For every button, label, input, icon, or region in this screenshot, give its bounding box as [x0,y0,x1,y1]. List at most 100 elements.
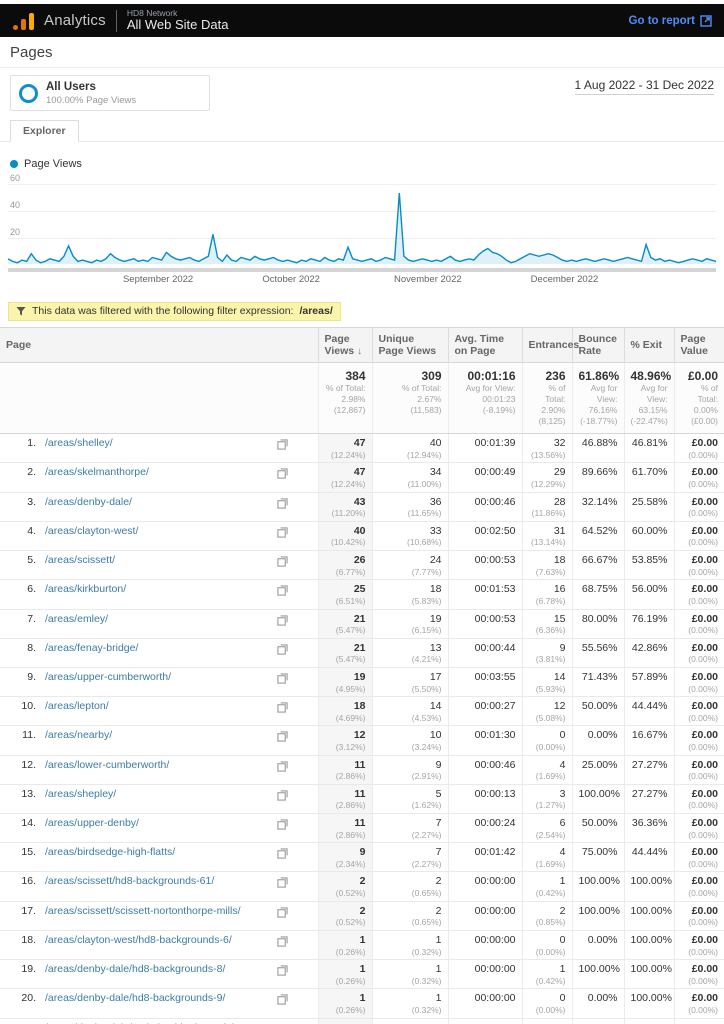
bounce-rate-cell: 66.67% [571,550,624,581]
avg-time-cell: 00:02:50 [447,521,522,552]
filter-notice: This data was filtered with the followin… [8,302,341,321]
open-page-icon[interactable] [276,994,288,1005]
page-link[interactable]: /areas/scissett/scissett-nortonthorpe-mi… [45,904,241,917]
page-cell: 8. /areas/fenay-bridge/ [0,638,318,668]
account-selector[interactable]: HD8 Network All Web Site Data [127,8,229,33]
page-link[interactable]: /areas/denby-dale/optimized-by-jpegmini-… [14,1022,271,1024]
row-index: 18. [21,933,36,946]
chart-x-axis-bar[interactable] [8,268,716,272]
unique-page-views-cell: 13 (4.21%) [371,638,448,668]
brand-name: Analytics [44,12,106,29]
chart-plot-area[interactable]: 60 40 20 [8,173,716,268]
col-header-avg-time[interactable]: Avg. Time on Page [447,327,522,363]
open-page-icon[interactable] [276,585,288,596]
legend-dot-icon [10,160,18,168]
row-index: 13. [21,787,36,800]
page-link[interactable]: /areas/nearby/ [45,729,113,742]
page-link[interactable]: /areas/shelley/ [45,437,113,450]
date-range-selector[interactable]: 1 Aug 2022 - 31 Dec 2022 [574,78,714,95]
avg-time-cell: 00:00:32 [447,1018,522,1024]
page-views-cell: 40 (10.42%) [317,521,372,552]
page-link[interactable]: /areas/scissett/hd8-backgrounds-61/ [45,875,215,888]
page-value-cell: £0.00(0.00%) [673,725,724,756]
open-page-icon[interactable] [276,614,288,626]
page-cell: 5. /areas/scissett/ [0,550,318,581]
x-label-september: September 2022 [122,274,194,285]
page-link[interactable]: /areas/lepton/ [45,700,109,713]
open-page-icon[interactable] [276,965,288,976]
page-link[interactable]: /areas/denby-dale/ [45,495,132,508]
open-page-icon[interactable] [276,439,288,450]
x-label-october: October 2022 [262,274,320,285]
page-link[interactable]: /areas/fenay-bridge/ [45,641,139,654]
go-to-report-link[interactable]: Go to report [629,15,712,27]
tab-explorer[interactable]: Explorer [10,120,79,142]
row-index: 16. [21,875,36,888]
open-page-icon[interactable] [276,468,288,480]
col-header-page-value[interactable]: Page Value [673,327,724,363]
open-page-icon[interactable] [276,790,288,801]
page-link[interactable]: /areas/upper-cumberworth/ [45,670,172,683]
col-header-pct-exit[interactable]: % Exit [623,327,674,363]
page-link[interactable]: /areas/lower-cumberworth/ [45,758,170,771]
entrances-cell: 15 (6.36%) [521,609,572,639]
row-index: 9. [27,670,36,683]
unique-page-views-cell: 10 (3.24%) [371,725,448,756]
page-cell: 14. /areas/upper-denby/ [0,813,318,844]
page-views-cell: 18 (4.69%) [317,696,372,727]
avg-time-cell: 00:00:27 [447,696,522,727]
col-header-entrances[interactable]: Entrances [521,327,579,363]
open-page-icon[interactable] [276,644,288,655]
avg-time-cell: 00:01:53 [447,579,522,610]
page-link[interactable]: /areas/skelmanthorpe/ [45,466,149,479]
row-index: 20. [21,992,36,1005]
page-link[interactable]: /areas/clayton-west/hd8-backgrounds-6/ [45,933,232,946]
table-row: 10. /areas/lepton/ 18 (4.69%) 14 (4.53%) 00… [0,696,724,727]
avg-time-cell: 00:00:49 [447,462,522,493]
open-page-icon[interactable] [276,556,288,567]
page-link[interactable]: /areas/clayton-west/ [45,524,139,537]
open-page-icon[interactable] [276,760,288,772]
open-page-icon[interactable] [276,702,288,713]
timeseries-chart: Page Views 60 40 20 September 2022 Octob… [0,142,724,288]
entrances-cell: 9 (3.81%) [521,638,572,668]
open-page-icon[interactable] [276,819,288,830]
bounce-rate-cell: 0.00% [571,1018,624,1024]
col-header-bounce-rate[interactable]: Bounce Rate [571,327,624,363]
unique-page-views-cell: 7 (2.27%) [371,842,448,873]
col-header-page-views[interactable]: Page Views ↓ [317,327,372,363]
open-page-icon[interactable] [276,497,288,509]
page-cell: 15. /areas/birdsedge-high-flatts/ [0,842,318,873]
row-index: 21. [14,1022,36,1024]
open-page-icon[interactable] [276,673,288,684]
open-page-icon[interactable] [276,527,288,538]
segment-card-all-users[interactable]: All Users 100.00% Page Views [10,75,210,111]
bounce-rate-cell: 55.56% [571,638,624,668]
col-header-unique-page-views[interactable]: Unique Page Views [371,327,448,363]
row-index: 2. [27,466,36,479]
page-value-cell: £0.00(0.00%) [673,1018,724,1024]
open-page-icon[interactable] [276,907,288,918]
open-page-icon[interactable] [276,936,288,947]
page-link[interactable]: /areas/scissett/ [45,554,116,567]
page-link[interactable]: /areas/upper-denby/ [45,817,139,830]
pct-exit-cell: 100.00% [623,959,674,990]
page-title: Pages [10,44,53,61]
page-cell: 3. /areas/denby-dale/ [0,492,318,522]
page-link[interactable]: /areas/birdsedge-high-flatts/ [45,846,176,859]
page-link[interactable]: /areas/denby-dale/hd8-backgrounds-8/ [45,963,226,976]
avg-time-cell: 00:00:13 [447,784,522,815]
page-link[interactable]: /areas/kirkburton/ [45,583,127,596]
page-link[interactable]: /areas/shepley/ [45,787,117,800]
filter-notice-band: This data was filtered with the followin… [0,288,724,327]
page-link[interactable]: /areas/denby-dale/hd8-backgrounds-9/ [45,992,226,1005]
x-label-december: December 2022 [530,274,599,285]
open-page-icon[interactable] [276,731,288,743]
bounce-rate-cell: 75.00% [571,842,624,873]
page-link[interactable]: /areas/emley/ [45,612,109,625]
page-value-cell: £0.00(0.00%) [673,667,724,698]
open-page-icon[interactable] [276,877,288,889]
open-page-icon[interactable] [276,848,288,859]
col-header-page[interactable]: Page [0,327,318,363]
unique-page-views-cell: 2 (0.65%) [371,871,448,902]
